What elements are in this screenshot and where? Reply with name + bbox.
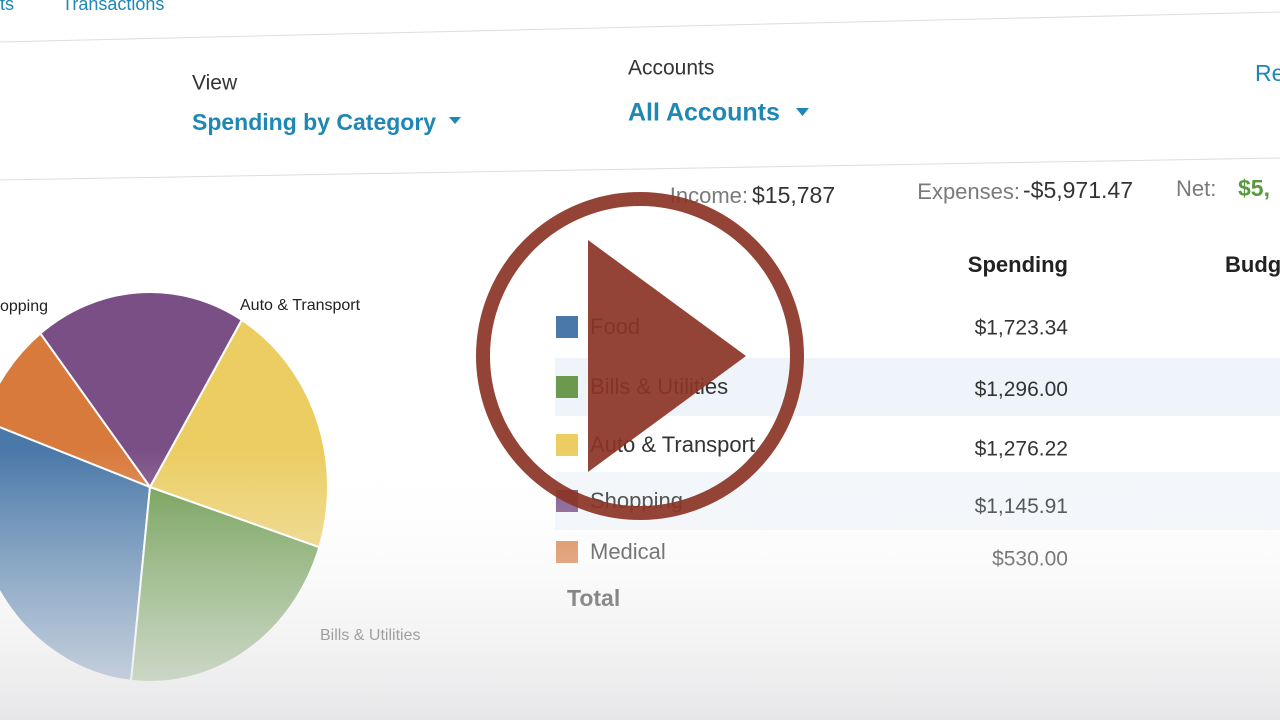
expenses-label: Expenses: bbox=[917, 179, 1020, 204]
nav-item[interactable]: ts bbox=[0, 0, 14, 14]
legend-swatch bbox=[556, 316, 578, 338]
pie-label: Auto & Transport bbox=[240, 297, 361, 314]
nav-item[interactable]: Transactions bbox=[62, 0, 164, 14]
income-value: $15,787 bbox=[752, 182, 835, 208]
total-label: Total bbox=[567, 585, 620, 611]
accounts-label: Accounts bbox=[628, 57, 714, 80]
pie-chart: Bills & Utilities Auto & Transport Shoppin… bbox=[0, 291, 420, 683]
pie-slice bbox=[38, 291, 244, 489]
pie-label: Bills & Utilities bbox=[320, 627, 420, 644]
spending-amount: $530.00 bbox=[992, 548, 1068, 571]
legend-swatch bbox=[556, 541, 578, 563]
dropdown-caret[interactable] bbox=[796, 108, 809, 116]
view-label: View bbox=[192, 72, 238, 95]
spending-amount: $1,296.00 bbox=[975, 378, 1068, 401]
column-header: Budg bbox=[1225, 252, 1280, 277]
legend-swatch bbox=[556, 434, 578, 456]
net-value: $5, bbox=[1238, 175, 1270, 201]
spending-amount: $1,276.22 bbox=[975, 438, 1068, 461]
view-select[interactable]: Spending by Category bbox=[192, 109, 436, 135]
category-name: Medical bbox=[590, 539, 666, 564]
column-header: Spending bbox=[968, 252, 1068, 277]
accounts-select[interactable]: All Accounts bbox=[628, 99, 780, 127]
pie-slice bbox=[0, 331, 153, 490]
spending-amount: $1,145.91 bbox=[975, 495, 1068, 518]
net-label: Net: bbox=[1176, 176, 1216, 201]
spending-amount: $1,723.34 bbox=[975, 317, 1069, 340]
play-button[interactable] bbox=[476, 192, 804, 520]
dropdown-caret[interactable] bbox=[449, 117, 461, 124]
pie-label: Shopping bbox=[0, 298, 48, 315]
divider bbox=[0, 157, 1280, 181]
divider bbox=[0, 11, 1280, 43]
expenses-value: -$5,971.47 bbox=[1023, 177, 1133, 203]
legend-swatch bbox=[556, 376, 578, 398]
header-link[interactable]: Re bbox=[1255, 60, 1280, 86]
